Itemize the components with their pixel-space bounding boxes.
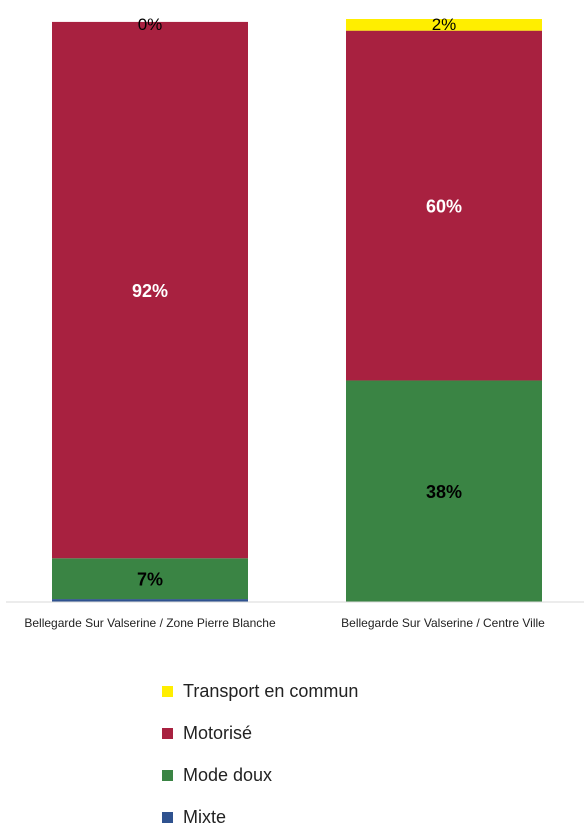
legend-label: Mixte: [183, 806, 227, 827]
bar-segment-mode-doux-1: [346, 380, 542, 602]
legend-item-motorise[interactable]: Motorisé: [162, 712, 358, 754]
stacked-bar-chart: 7% 92% 0% 38% 60% 2%: [6, 15, 584, 603]
legend-label: Transport en commun: [183, 680, 359, 701]
data-label-motorise-1: 60%: [426, 197, 462, 217]
data-label-mode-doux-1: 38%: [426, 482, 462, 502]
legend-swatch-mode-doux: [162, 769, 173, 781]
data-label-transport-en-commun-1: 2%: [432, 15, 457, 34]
data-label-motorise-0: 92%: [132, 281, 168, 301]
legend-item-mode-doux[interactable]: Mode doux: [162, 754, 358, 796]
bar-segment-motorise-1: [346, 30, 542, 381]
bar-segment-transport-en-commun-1: [346, 19, 542, 31]
legend: Transport en commun Motorisé Mode doux M…: [162, 670, 358, 838]
legend-swatch-transport-en-commun: [162, 685, 173, 697]
bar-segment-mode-doux-0: [52, 558, 248, 600]
data-label-mode-doux-0: 7%: [137, 570, 163, 590]
bar-segment-mixte-0: [52, 599, 248, 602]
legend-swatch-motorise: [162, 727, 173, 739]
legend-swatch-mixte: [162, 811, 173, 823]
legend-item-mixte[interactable]: Mixte: [162, 796, 358, 838]
category-label-zone-pierre-blanche: Bellegarde Sur Valserine / Zone Pierre B…: [24, 616, 276, 630]
data-label-transport-en-commun-0: 0%: [138, 15, 163, 34]
legend-item-transport-en-commun[interactable]: Transport en commun: [162, 670, 358, 712]
bar-segment-motorise-0: [52, 21, 248, 559]
legend-label: Motorisé: [183, 722, 253, 743]
category-label-centre-ville: Bellegarde Sur Valserine / Centre Ville: [341, 616, 545, 630]
legend-label: Mode doux: [183, 764, 273, 785]
